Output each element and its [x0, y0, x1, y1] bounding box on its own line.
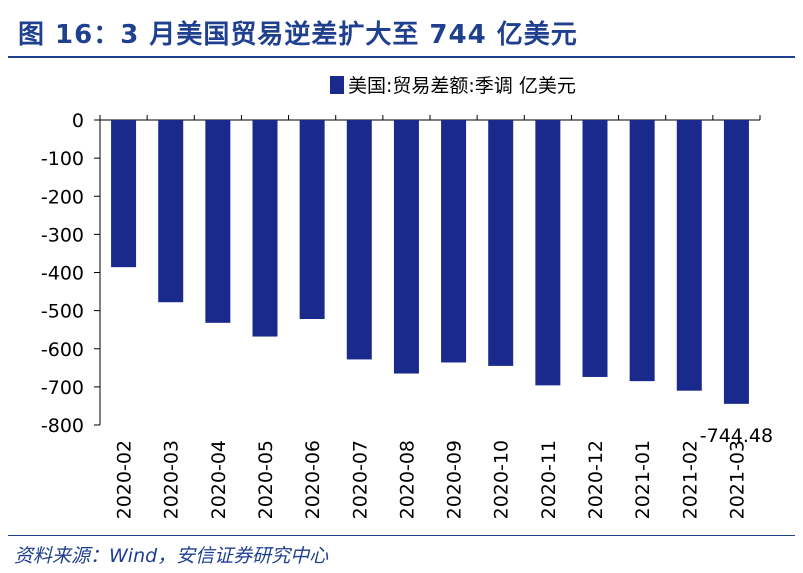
- y-tick-label: 0: [72, 110, 84, 132]
- x-tick-label: 2021-01: [632, 440, 654, 519]
- x-tick-label: 2020-05: [255, 440, 277, 519]
- bar: [676, 120, 702, 391]
- bar: [111, 120, 137, 268]
- bar: [723, 120, 749, 404]
- legend-swatch: [330, 76, 344, 94]
- bar: [535, 120, 561, 386]
- x-tick-label: 2020-04: [208, 440, 230, 519]
- bar: [299, 120, 325, 320]
- y-tick-label: -800: [41, 415, 84, 437]
- x-tick-label: 2021-02: [679, 440, 701, 519]
- bar: [346, 120, 372, 360]
- y-tick-label: -500: [41, 301, 84, 323]
- bar: [488, 120, 514, 366]
- footer-divider: [8, 535, 795, 536]
- x-tick-label: 2020-12: [585, 440, 607, 519]
- bar: [158, 120, 184, 303]
- x-tick-label: 2020-10: [491, 440, 513, 519]
- x-tick-label: 2021-03: [726, 440, 748, 519]
- bar: [252, 120, 278, 337]
- x-tick-label: 2020-06: [302, 440, 324, 519]
- bar: [582, 120, 608, 377]
- x-tick-label: 2020-03: [161, 440, 183, 519]
- y-tick-label: -400: [41, 263, 84, 285]
- y-tick-label: -300: [41, 224, 84, 246]
- bar: [205, 120, 231, 323]
- title-divider: [8, 56, 795, 58]
- y-tick-label: -100: [41, 148, 84, 170]
- bar: [393, 120, 419, 374]
- figure-title: 图 16：3 月美国贸易逆差扩大至 744 亿美元: [18, 20, 578, 50]
- x-tick-label: 2020-08: [396, 440, 418, 519]
- y-tick-label: -700: [41, 377, 84, 399]
- x-tick-label: 2020-07: [349, 440, 371, 519]
- bar: [441, 120, 467, 363]
- data-label: -744.48: [700, 425, 773, 447]
- x-tick-label: 2020-02: [114, 440, 136, 519]
- source-note: 资料来源：Wind，安信证券研究中心: [14, 545, 329, 567]
- legend-label: 美国:贸易差额:季调 亿美元: [348, 75, 576, 97]
- x-tick-label: 2020-09: [444, 440, 466, 519]
- x-tick-label: 2020-11: [538, 440, 560, 519]
- y-tick-label: -200: [41, 186, 84, 208]
- y-tick-label: -600: [41, 339, 84, 361]
- bar: [629, 120, 655, 382]
